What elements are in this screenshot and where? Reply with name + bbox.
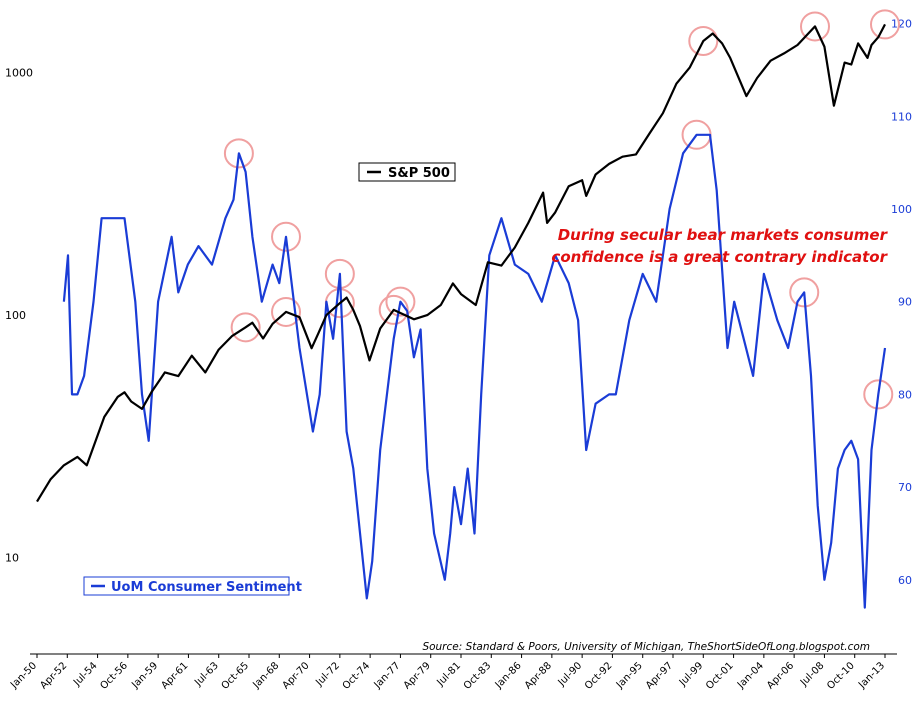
left-tick-label-0: 10 (5, 552, 19, 565)
sp500-peak-circle-1 (271, 296, 302, 327)
right-tick-label-3: 90 (898, 296, 912, 309)
uom-peak-circle-3 (385, 286, 416, 317)
legend-uom: UoM Consumer Sentiment (83, 576, 302, 596)
right-tick-label-2: 80 (898, 388, 912, 401)
sp500-peak-circle-0 (230, 312, 261, 343)
sp500-peak-circle-4 (688, 25, 719, 56)
left-tick-label-2: 1000 (5, 67, 33, 80)
legend-sp500: S&P 500 (358, 162, 456, 182)
uom-peak-circle-6 (863, 379, 894, 410)
uom-peak-circle-1 (271, 221, 302, 252)
right-tick-label-4: 100 (891, 203, 912, 216)
right-axis-ticks: 60 70 80 90 100 110 120 (891, 18, 912, 587)
legend-uom-box (83, 576, 290, 596)
legend-uom-label: UoM Consumer Sentiment (111, 580, 302, 595)
sp500-peak-circle-5 (800, 11, 831, 42)
uom-consumer-sentiment-line (62, 133, 887, 609)
sp500-peak-circle-6 (870, 9, 900, 40)
sp500-line (36, 23, 886, 503)
right-tick-label-0: 60 (898, 574, 912, 587)
highlight-circles (223, 9, 900, 410)
left-axis-ticks: 10 100 1000 (5, 67, 33, 565)
right-tick-label-6: 120 (891, 18, 912, 31)
legend-sp500-box (358, 162, 456, 182)
uom-peak-circle-0 (223, 138, 254, 169)
legend-sp500-label: S&P 500 (388, 166, 450, 181)
annotation-line-1: During secular bear markets consumer (558, 226, 889, 244)
annotation-line-2: confidence is a great contrary indicator (551, 248, 888, 266)
right-tick-label-1: 70 (898, 481, 912, 494)
source-note: Source: Standard & Poors, University of … (422, 641, 870, 653)
left-tick-label-1: 100 (5, 309, 26, 322)
right-tick-label-5: 110 (891, 110, 912, 123)
